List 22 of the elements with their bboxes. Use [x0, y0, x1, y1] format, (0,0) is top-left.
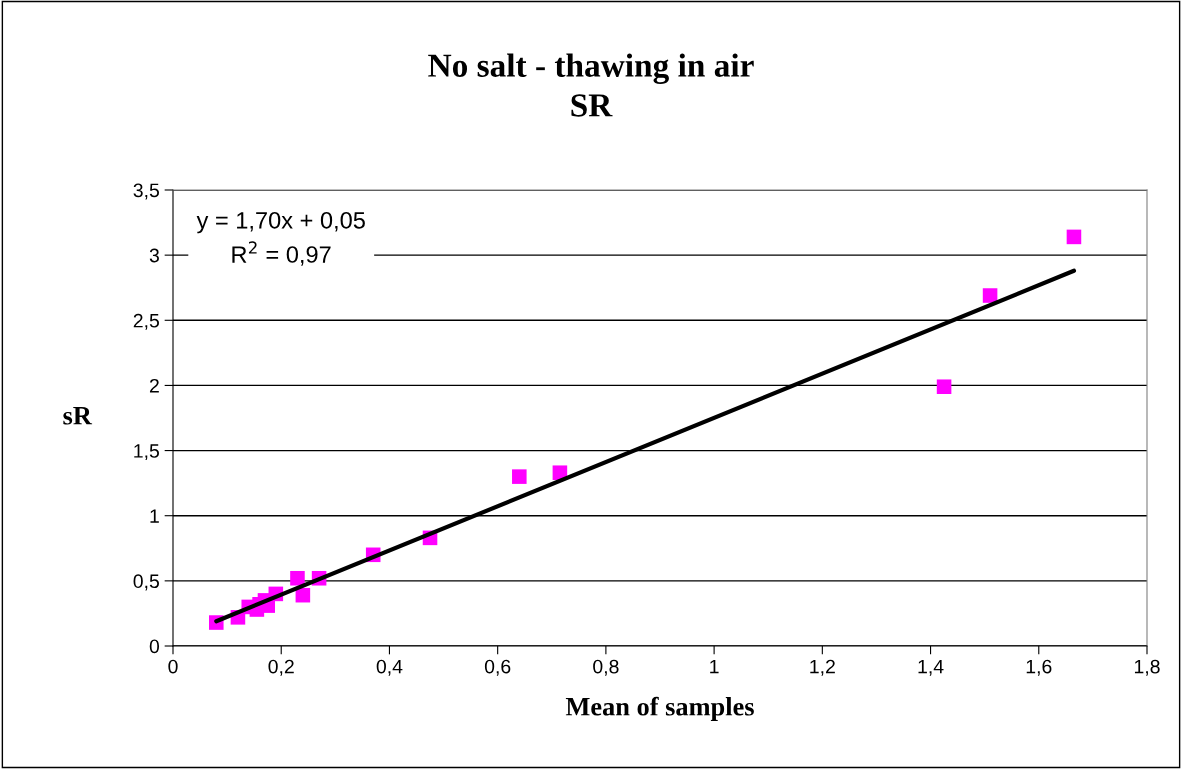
x-tick-label: 0,8 [593, 659, 619, 676]
x-tick-label: 0 [168, 659, 178, 674]
y-tick-label: 3 [149, 248, 159, 263]
chart-title: No salt - thawing in air SR [428, 53, 754, 117]
y-tick-label: 1,5 [134, 444, 159, 461]
x-tick-label: 1,2 [810, 659, 835, 676]
y-tick-label: 3,5 [133, 183, 159, 200]
x-tick-label: 1,4 [918, 659, 944, 676]
y-tick-label: 0 [149, 639, 160, 654]
x-tick-label: 1 [710, 659, 719, 674]
x-tick-label: 0,4 [376, 659, 403, 676]
y-tick-label: 2,5 [133, 313, 159, 330]
y-tick-label: 0,5 [133, 574, 159, 591]
x-tick-label: 0,2 [268, 659, 294, 676]
y-tick-label: 2 [149, 378, 159, 393]
x-tick-label: 0,6 [484, 659, 511, 676]
annotation: y = 1,70x + 0,05 R$^{2}$ = 0,97 [196, 211, 365, 266]
y-axis-title: sR [63, 407, 93, 425]
x-tick-label: 1,6 [1026, 659, 1052, 676]
x-tick-label: 1,8 [1134, 659, 1160, 676]
y-tick-label: 1 [150, 509, 159, 523]
x-axis-title: Mean of samples [565, 696, 754, 721]
